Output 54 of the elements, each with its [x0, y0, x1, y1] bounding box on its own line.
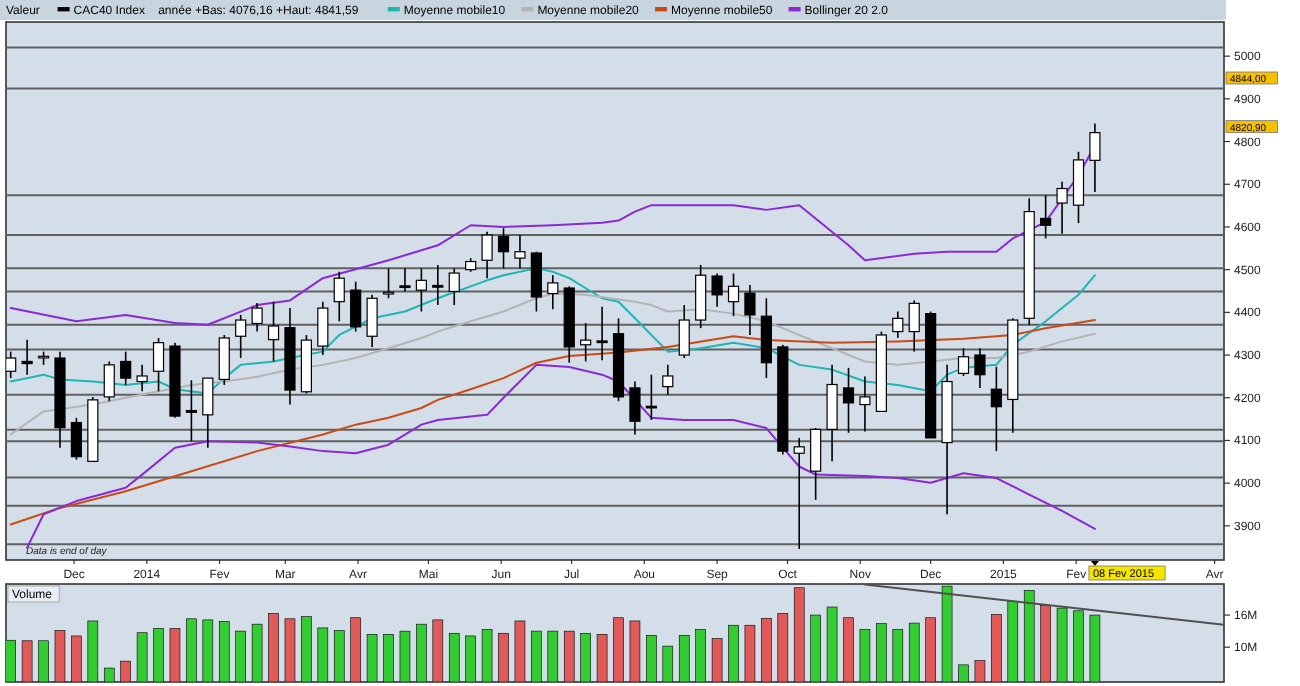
- candlestick: [727, 272, 740, 317]
- candlestick: [415, 267, 427, 313]
- candlestick: [645, 373, 657, 421]
- candlestick: [218, 334, 230, 386]
- candlestick: [333, 270, 345, 323]
- candlestick: [185, 379, 197, 443]
- candlestick: [744, 284, 756, 336]
- candlestick: [892, 310, 904, 339]
- line-series: [26, 363, 1096, 549]
- candlestick: [760, 297, 772, 379]
- candlestick: [70, 417, 82, 461]
- candlestick: [235, 314, 247, 359]
- candlestick: [530, 250, 542, 313]
- candlestick: [366, 294, 378, 348]
- candlestick: [596, 306, 608, 361]
- candlestick: [120, 350, 132, 386]
- candlestick: [350, 280, 362, 333]
- candlestick: [1089, 122, 1101, 193]
- candlestick: [793, 437, 805, 550]
- candlestick: [21, 338, 33, 376]
- candlestick: [202, 377, 214, 449]
- candlestick: [514, 234, 526, 270]
- candlestick: [152, 337, 165, 393]
- candlestick: [399, 267, 411, 293]
- candlestick: [317, 300, 329, 356]
- candlestick: [859, 375, 871, 433]
- candlestick: [1040, 194, 1052, 240]
- candlestick: [580, 322, 592, 363]
- candlestick: [974, 347, 986, 389]
- candlestick: [382, 267, 395, 300]
- candlestick: [136, 364, 148, 393]
- candlestick: [695, 264, 707, 329]
- candlestick: [547, 274, 559, 311]
- candlestick: [481, 230, 493, 279]
- candlestick: [497, 227, 510, 270]
- line-series: [9, 319, 1096, 526]
- candlestick: [1056, 180, 1068, 235]
- candlestick: [662, 364, 674, 396]
- candlestick: [990, 365, 1002, 452]
- candlestick: [6, 350, 17, 379]
- candlestick: [957, 347, 970, 377]
- candlestick: [678, 304, 690, 359]
- candlestick: [251, 302, 263, 333]
- candlestick: [629, 380, 641, 436]
- candlestick: [103, 360, 115, 402]
- candlestick: [908, 299, 920, 353]
- candlestick: [1072, 151, 1085, 224]
- candlestick: [267, 300, 280, 363]
- candlestick: [448, 267, 460, 306]
- candlestick: [842, 367, 855, 434]
- candlestick: [432, 264, 444, 306]
- candlestick: [711, 272, 723, 308]
- candlestick: [826, 364, 838, 463]
- candlestick: [810, 427, 822, 501]
